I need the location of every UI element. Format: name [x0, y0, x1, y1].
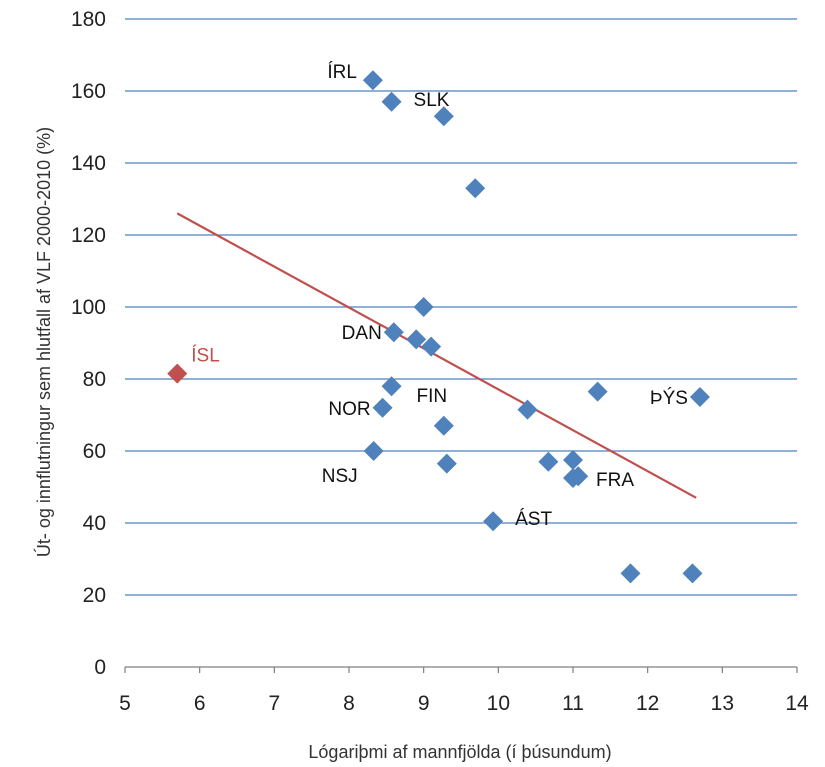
data-point — [406, 329, 427, 350]
y-tick-label: 120 — [71, 224, 106, 247]
x-tick-label: 8 — [343, 692, 355, 715]
x-tick-marks — [124, 667, 798, 673]
point-labels: ÍRL SLK DAN FIN NOR NSJ ÞÝS FRA ÁST ÍSL — [191, 62, 688, 530]
trendline — [176, 212, 697, 499]
point-label: ÁST — [515, 509, 552, 530]
data-point — [538, 451, 559, 472]
data-point — [620, 563, 641, 584]
point-label: NSJ — [322, 466, 358, 487]
data-point — [362, 70, 383, 91]
data-point — [568, 466, 589, 487]
y-tick-label: 140 — [71, 152, 106, 175]
y-tick-label: 60 — [83, 440, 106, 463]
x-tick-label: 9 — [418, 692, 430, 715]
x-tick-label: 6 — [194, 692, 206, 715]
point-label: NOR — [328, 399, 370, 420]
x-tick-label: 14 — [785, 692, 809, 715]
data-point — [381, 376, 402, 397]
highlight-point — [167, 363, 188, 384]
x-tick-label: 13 — [711, 692, 734, 715]
x-tick-label: 12 — [636, 692, 659, 715]
y-tick-label: 0 — [94, 656, 106, 679]
point-label: FIN — [417, 386, 448, 407]
y-tick-label: 20 — [83, 584, 106, 607]
x-tick-label: 7 — [268, 692, 280, 715]
data-point — [363, 441, 384, 461]
x-tick-labels: 5 6 7 8 9 10 11 12 13 14 — [119, 692, 809, 715]
data-point — [517, 399, 538, 420]
data-point — [465, 178, 486, 199]
point-label: FRA — [596, 470, 634, 491]
y-tick-label: 160 — [71, 80, 106, 103]
point-label: ÞÝS — [650, 388, 688, 409]
data-points — [167, 70, 710, 584]
data-point — [483, 511, 504, 532]
x-tick-label: 10 — [487, 692, 510, 715]
point-label: ÍRL — [327, 62, 357, 83]
data-point — [372, 397, 393, 418]
data-point — [413, 297, 434, 317]
data-point — [436, 453, 457, 474]
data-point — [587, 381, 608, 402]
x-axis-title: Lógariþmi af mannfjölda (í þúsundum) — [308, 742, 611, 762]
data-point — [689, 387, 710, 407]
point-label: DAN — [342, 323, 382, 344]
x-tick-label: 11 — [562, 692, 584, 715]
highlight-point-label: ÍSL — [191, 346, 220, 367]
y-tick-label: 80 — [83, 368, 106, 391]
point-label: SLK — [414, 90, 450, 111]
data-point — [682, 563, 703, 584]
data-point — [383, 322, 404, 343]
data-point — [563, 450, 583, 470]
data-point — [433, 415, 454, 436]
y-tick-labels: 0 20 40 60 80 100 120 140 160 180 — [71, 8, 106, 679]
y-tick-label: 100 — [71, 296, 106, 319]
x-tick-label: 5 — [119, 692, 131, 715]
data-point — [381, 91, 402, 112]
y-tick-label: 40 — [83, 512, 106, 535]
data-point — [421, 336, 442, 357]
data-point — [433, 106, 454, 127]
grid-lines — [125, 18, 797, 596]
y-axis-title: Út- og innflutningur sem hlutfall af VLF… — [33, 127, 54, 557]
y-tick-label: 180 — [71, 8, 106, 31]
